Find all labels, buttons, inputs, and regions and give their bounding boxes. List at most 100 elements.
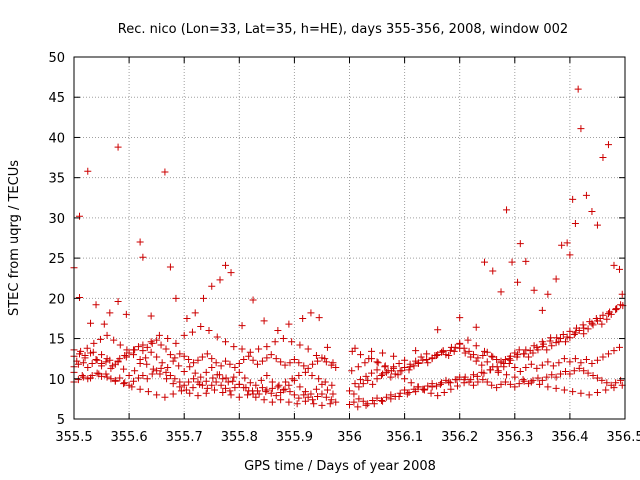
data-point bbox=[503, 371, 511, 379]
data-point bbox=[222, 374, 230, 382]
data-point bbox=[143, 343, 151, 351]
data-point bbox=[573, 324, 581, 332]
data-point bbox=[469, 371, 477, 379]
data-point bbox=[350, 390, 358, 398]
data-point bbox=[252, 381, 260, 389]
data-point bbox=[571, 220, 579, 228]
data-point bbox=[566, 251, 574, 259]
data-point bbox=[569, 195, 577, 203]
data-point bbox=[277, 396, 285, 404]
data-point bbox=[139, 372, 147, 380]
data-point bbox=[153, 353, 161, 361]
data-point bbox=[172, 294, 180, 302]
data-point bbox=[235, 359, 243, 367]
data-point bbox=[536, 380, 544, 388]
y-tick-label: 30 bbox=[48, 212, 65, 227]
data-point bbox=[368, 369, 376, 377]
data-point bbox=[95, 370, 103, 378]
data-point bbox=[191, 369, 199, 377]
data-point bbox=[446, 379, 454, 387]
data-point bbox=[483, 358, 491, 366]
data-point bbox=[604, 350, 612, 358]
data-point bbox=[290, 391, 298, 399]
data-point bbox=[288, 338, 296, 346]
data-point bbox=[395, 392, 403, 400]
data-point bbox=[175, 362, 183, 370]
y-tick-label: 45 bbox=[48, 91, 65, 106]
data-point bbox=[230, 343, 238, 351]
data-point bbox=[529, 376, 537, 384]
data-point bbox=[148, 339, 156, 347]
data-point bbox=[202, 389, 210, 397]
y-tick-label: 5 bbox=[57, 413, 65, 428]
data-point bbox=[312, 385, 320, 393]
data-point bbox=[543, 373, 551, 381]
data-point bbox=[143, 360, 151, 368]
data-point bbox=[593, 221, 601, 229]
data-point bbox=[563, 239, 571, 247]
data-point bbox=[166, 263, 174, 271]
data-point bbox=[134, 343, 142, 351]
data-point bbox=[253, 360, 261, 368]
data-point bbox=[87, 319, 95, 327]
data-point bbox=[208, 282, 216, 290]
data-point bbox=[299, 314, 307, 322]
x-tick-label: 355.8 bbox=[221, 430, 258, 445]
data-point bbox=[314, 392, 322, 400]
data-point bbox=[103, 331, 111, 339]
data-point bbox=[612, 379, 620, 387]
data-point bbox=[267, 389, 275, 397]
data-point bbox=[295, 372, 303, 380]
data-point bbox=[190, 359, 198, 367]
data-point bbox=[288, 375, 296, 383]
data-point bbox=[203, 350, 211, 358]
data-point bbox=[412, 347, 420, 355]
data-point bbox=[369, 380, 377, 388]
data-point bbox=[588, 359, 596, 367]
data-point bbox=[314, 357, 322, 365]
data-point bbox=[212, 359, 220, 367]
data-point bbox=[83, 344, 91, 352]
data-point bbox=[315, 314, 323, 322]
data-point bbox=[439, 347, 447, 355]
data-point bbox=[277, 358, 285, 366]
x-tick-label: 356.2 bbox=[441, 430, 478, 445]
data-point bbox=[577, 125, 585, 133]
data-point bbox=[205, 327, 213, 335]
data-point bbox=[534, 374, 542, 382]
data-point bbox=[479, 376, 487, 384]
y-tick-label: 20 bbox=[48, 292, 65, 307]
data-point bbox=[147, 312, 155, 320]
data-point bbox=[362, 372, 370, 380]
data-point bbox=[497, 380, 505, 388]
data-point bbox=[434, 326, 442, 334]
data-point bbox=[592, 314, 600, 322]
data-point bbox=[77, 347, 85, 355]
data-point bbox=[258, 384, 266, 392]
data-point bbox=[156, 370, 164, 378]
data-point bbox=[219, 388, 227, 396]
data-point bbox=[538, 306, 546, 314]
data-point bbox=[539, 340, 547, 348]
data-point bbox=[603, 315, 611, 323]
data-point bbox=[180, 368, 188, 376]
data-point bbox=[382, 368, 390, 376]
data-point bbox=[125, 372, 133, 380]
x-tick-label: 356.4 bbox=[551, 430, 588, 445]
data-point bbox=[599, 353, 607, 361]
data-point bbox=[301, 368, 309, 376]
data-point bbox=[107, 375, 115, 383]
data-point bbox=[474, 378, 482, 386]
data-point bbox=[122, 310, 130, 318]
data-point bbox=[217, 381, 225, 389]
data-point bbox=[373, 366, 381, 374]
data-point bbox=[461, 349, 469, 357]
data-point bbox=[370, 400, 378, 408]
data-point bbox=[231, 384, 239, 392]
data-point bbox=[566, 370, 574, 378]
data-point bbox=[296, 383, 304, 391]
data-point bbox=[136, 385, 144, 393]
data-point bbox=[570, 331, 578, 339]
data-point bbox=[222, 338, 230, 346]
data-point bbox=[472, 323, 480, 331]
